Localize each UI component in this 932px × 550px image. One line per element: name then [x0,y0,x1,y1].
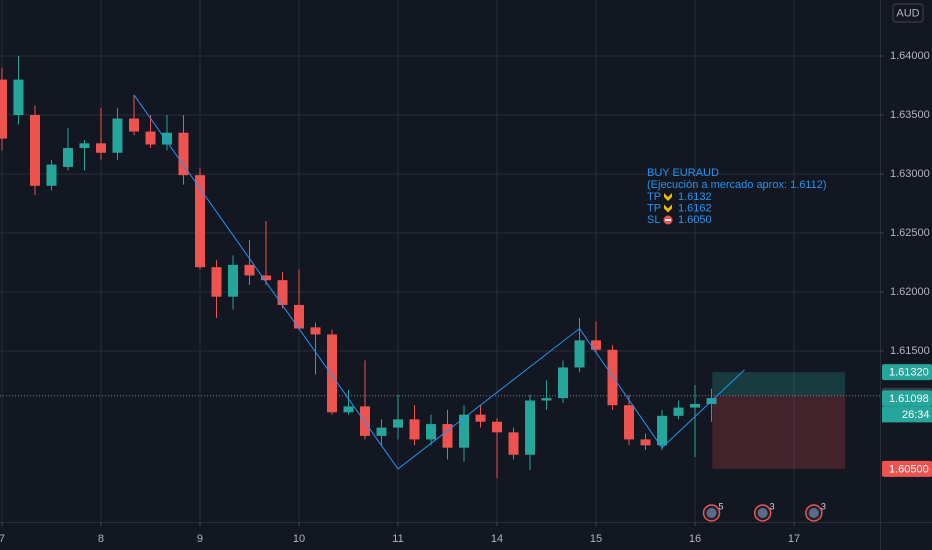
x-tick-label: 10 [293,533,305,545]
event-flag [757,508,768,518]
event-flag [706,508,717,518]
event-count: 3 [770,501,775,511]
price-label-box [882,390,932,407]
note-value: 1.6162 [678,202,712,214]
candle-body [260,275,271,281]
candle-body [591,340,602,350]
countdown-box [882,406,932,423]
chevron-icon [664,193,672,201]
countdown: 26:34 [902,409,930,421]
candle-body [541,398,552,401]
candle-body [525,400,536,455]
price-label: 1.60500 [889,463,929,475]
event-icon[interactable]: 3 [753,501,775,522]
event-icon[interactable]: 5 [702,501,724,522]
price-label: 1.61098 [889,393,929,405]
candle-body [13,79,24,116]
candle-body [558,367,569,399]
candle-body [673,407,684,416]
candle-body [574,340,585,368]
y-tick-label: 1.64000 [890,50,930,62]
note-value: 1.6132 [678,191,712,203]
note-value: 1.6050 [678,214,712,226]
candle-body [624,405,635,440]
x-tick-label: 9 [197,533,203,545]
note-label: SL [647,214,660,226]
candle-body [161,132,172,145]
zigzag-line [133,94,745,470]
candle-body [508,432,519,455]
x-tick-label: 17 [788,533,800,545]
candle-body [211,267,222,297]
price-label-box [882,364,932,381]
note-label: TP [647,191,661,203]
candle-body [112,118,123,153]
x-tick-label: 16 [689,533,701,545]
x-tick-label: 15 [590,533,602,545]
stop-icon-bar [665,219,671,221]
candle-body [244,264,255,276]
event-count: 3 [821,501,826,511]
candle-body [426,424,437,440]
candle-body [0,79,7,139]
note-title: BUY EURAUD [647,167,719,179]
candle-body [194,175,205,268]
y-tick-label: 1.62000 [890,286,930,298]
candle-body [360,406,371,436]
currency-box[interactable] [892,3,924,23]
chevron-icon [664,204,672,213]
candle-body [310,327,321,335]
candle-body [607,349,618,406]
stop-loss-zone [712,395,846,469]
x-tick-label: 8 [98,533,104,545]
candle-body [657,415,668,446]
candle-body [459,414,470,448]
candle-body [95,143,106,153]
candle-body [46,164,57,186]
candle-body [62,148,73,167]
candle-body [492,421,503,433]
x-tick-label: 14 [491,533,503,545]
price-label: 1.61320 [889,367,929,379]
event-icon[interactable]: 3 [805,501,826,522]
event-flag [808,508,819,518]
y-tick-label: 1.62500 [890,227,930,239]
candle-body [475,414,486,422]
take-profit-zone [712,372,846,396]
candle-body [409,419,420,440]
candle-body [178,132,189,176]
y-tick-label: 1.61500 [890,345,930,357]
candle-body [343,406,354,413]
candle-body [227,264,238,297]
candle-body [145,131,156,145]
candle-body [277,280,288,305]
note-subtitle: (Ejecución a mercado aprox: 1.6112) [647,179,827,191]
candle-body [29,115,40,186]
candle-body [393,419,404,428]
candle-body [690,404,701,408]
y-tick-label: 1.63500 [890,109,930,121]
event-count: 5 [719,501,724,511]
candle-body [128,118,139,132]
candle-body [79,143,90,149]
note-label: TP [647,202,661,214]
x-tick-label: 11 [392,533,403,545]
candle-body [293,304,304,329]
candle-body [376,427,387,436]
y-tick-label: 1.63000 [890,168,930,180]
candle-body [327,334,338,413]
candle-body [442,424,453,448]
currency: AUD [896,7,919,19]
candle-body [640,439,651,446]
x-tick-label: 7 [0,533,5,545]
price-label-box [882,460,932,477]
